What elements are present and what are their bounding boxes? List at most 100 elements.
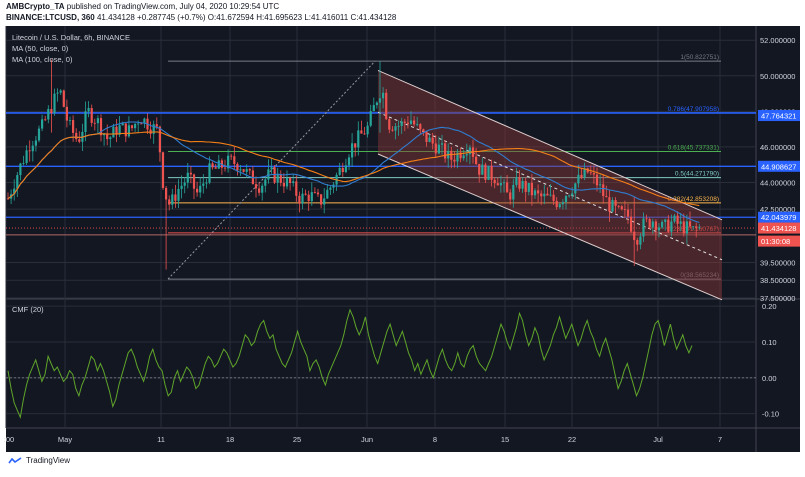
candle — [279, 170, 282, 187]
candle-body — [577, 174, 580, 184]
candle-body — [329, 187, 332, 190]
candle-body — [99, 118, 103, 136]
candle-body — [192, 174, 196, 189]
candle — [481, 157, 484, 175]
candle-body — [388, 119, 391, 130]
y-tick-label: 52.000000 — [760, 36, 795, 45]
candle — [103, 132, 106, 146]
candle — [338, 162, 341, 176]
candle-body — [450, 150, 453, 160]
candle — [499, 175, 502, 193]
candle — [617, 204, 620, 209]
candle-body — [316, 192, 320, 195]
tradingview-logo-icon — [8, 456, 22, 463]
candle — [651, 218, 654, 234]
candle — [434, 135, 437, 158]
candle-body — [140, 123, 143, 125]
candle-body — [614, 200, 617, 206]
candle — [592, 165, 595, 184]
brand-name: TradingView — [26, 456, 71, 465]
candle-body — [685, 221, 688, 234]
candle — [304, 189, 307, 196]
y-tick-label: 0.10 — [762, 338, 777, 347]
candle — [227, 149, 230, 173]
candle-body — [323, 198, 326, 205]
y-tick-label: 39.500000 — [760, 258, 795, 267]
price-tag-text: 47.764321 — [761, 112, 796, 121]
candle-body — [409, 120, 413, 124]
candle-body — [636, 239, 639, 245]
candle-body — [183, 182, 186, 186]
candle-body — [679, 221, 682, 224]
author-name[interactable]: AMBCrypto_TA — [6, 2, 65, 11]
candle — [549, 184, 552, 197]
candle-body — [512, 184, 515, 200]
candle — [6, 192, 10, 200]
candle-body — [440, 143, 444, 145]
candle-body — [248, 169, 251, 171]
candle — [267, 159, 270, 184]
candle-body — [112, 126, 115, 138]
candle-body — [391, 129, 394, 131]
candle-body — [338, 167, 341, 175]
candle — [310, 182, 313, 206]
candle-body — [639, 236, 642, 245]
candle-body — [667, 219, 670, 232]
candle — [56, 88, 59, 102]
candle-body — [496, 183, 499, 186]
candle — [527, 182, 530, 196]
candle-body — [397, 125, 400, 127]
candle-body — [444, 143, 447, 159]
candle — [580, 168, 583, 180]
candle-body — [400, 121, 403, 126]
candle-body — [692, 226, 695, 228]
candle-body — [189, 172, 192, 175]
price-axis-tag: 41.434128 — [758, 222, 800, 234]
candle — [183, 177, 186, 194]
candle-body — [307, 194, 310, 202]
candle-body — [351, 143, 354, 158]
candle-body — [434, 143, 437, 154]
candle — [171, 188, 174, 210]
x-tick-label: 7 — [718, 435, 722, 444]
tradingview-logo[interactable]: TradingView — [8, 456, 70, 465]
candle-body — [217, 160, 220, 169]
candle-body — [161, 152, 165, 188]
candle — [134, 123, 137, 132]
candle — [326, 184, 329, 200]
candle-body — [295, 181, 298, 196]
candle-body — [403, 121, 406, 123]
candle-body — [341, 167, 344, 173]
candle-body — [96, 118, 99, 124]
candle-body — [186, 172, 189, 183]
candle — [502, 179, 506, 193]
candle — [688, 211, 692, 229]
candle — [611, 197, 614, 213]
candle — [68, 116, 72, 126]
candle-body — [282, 182, 285, 187]
candle — [595, 167, 599, 192]
candle — [574, 182, 577, 200]
price-change: +0.287745 (+0.7%) — [137, 13, 206, 22]
candle-body — [270, 167, 273, 170]
candle-body — [564, 196, 568, 203]
candle — [258, 182, 261, 196]
candle — [639, 233, 642, 250]
candle — [90, 104, 93, 127]
candle — [645, 214, 648, 223]
candle-body — [75, 132, 78, 140]
ma100-legend: MA (100, close, 0) — [12, 55, 73, 64]
candle-body — [68, 120, 72, 121]
candle — [620, 204, 623, 211]
candle-body — [118, 125, 121, 135]
candle — [270, 158, 273, 174]
candle-body — [202, 183, 205, 186]
candle-body — [428, 137, 431, 142]
candle — [276, 167, 279, 193]
candle-body — [382, 92, 385, 99]
candle — [84, 101, 87, 142]
candle-body — [242, 169, 245, 172]
candle-body — [196, 188, 199, 193]
candle — [413, 116, 416, 127]
